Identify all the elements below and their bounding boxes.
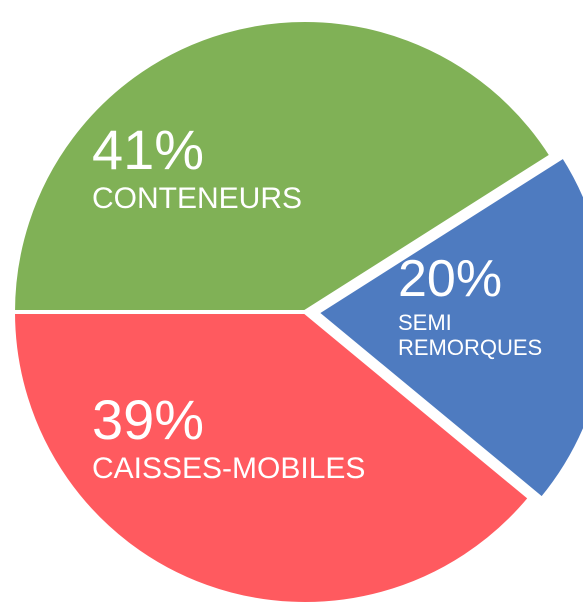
pie-slice [313,153,583,502]
slice-label: 39% CAISSES-MOBILES [92,388,492,487]
slice-label: 20% SEMI REMORQUES [398,250,548,360]
category-label: SEMI REMORQUES [398,309,543,361]
slice-label: 41% CONTENEURS [92,118,492,217]
category-label: CONTENEURS [92,182,303,216]
value-label: 41% [92,118,205,181]
pie-slice [10,310,533,605]
value-label: 20% [398,250,503,308]
pie-slice [10,18,555,314]
value-label: 39% [92,388,205,451]
category-label: CAISSES-MOBILES [92,452,366,486]
